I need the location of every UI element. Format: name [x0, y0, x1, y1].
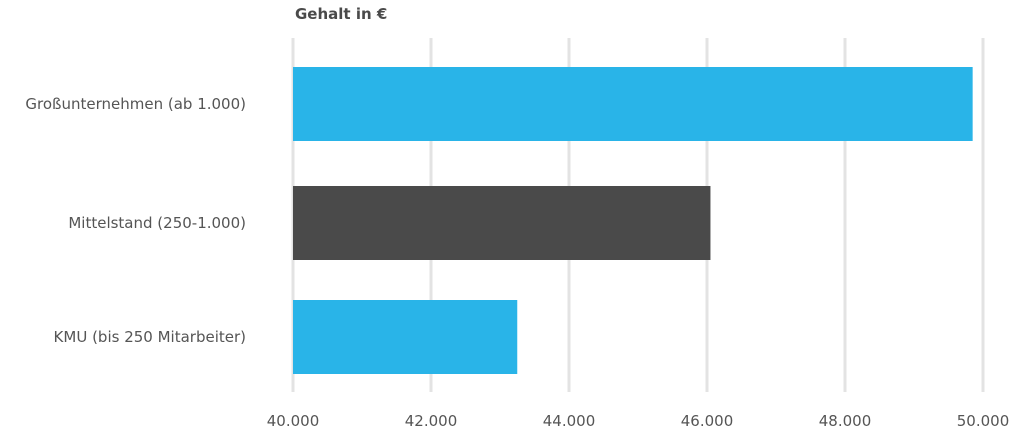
- x-tick-label: 50.000: [957, 412, 1010, 430]
- axis-title: Gehalt in €: [295, 5, 387, 23]
- x-tick-label: 46.000: [681, 412, 734, 430]
- x-tick-label: 42.000: [405, 412, 458, 430]
- bar: [293, 186, 711, 260]
- bar: [293, 300, 518, 374]
- category-label-layer: Großunternehmen (ab 1.000) Mittelstand (2…: [25, 95, 246, 346]
- category-label: Mittelstand (250-1.000): [68, 214, 246, 232]
- x-tick-label: 40.000: [267, 412, 320, 430]
- bar: [293, 67, 973, 141]
- category-label: Großunternehmen (ab 1.000): [25, 95, 246, 113]
- category-label: KMU (bis 250 Mitarbeiter): [54, 328, 246, 346]
- x-tick-label: 44.000: [543, 412, 596, 430]
- x-tick-label: 48.000: [819, 412, 872, 430]
- bar-layer: [293, 67, 973, 374]
- tick-label-layer: 40.000 42.000 44.000 46.000 48.000 50.000: [267, 412, 1010, 430]
